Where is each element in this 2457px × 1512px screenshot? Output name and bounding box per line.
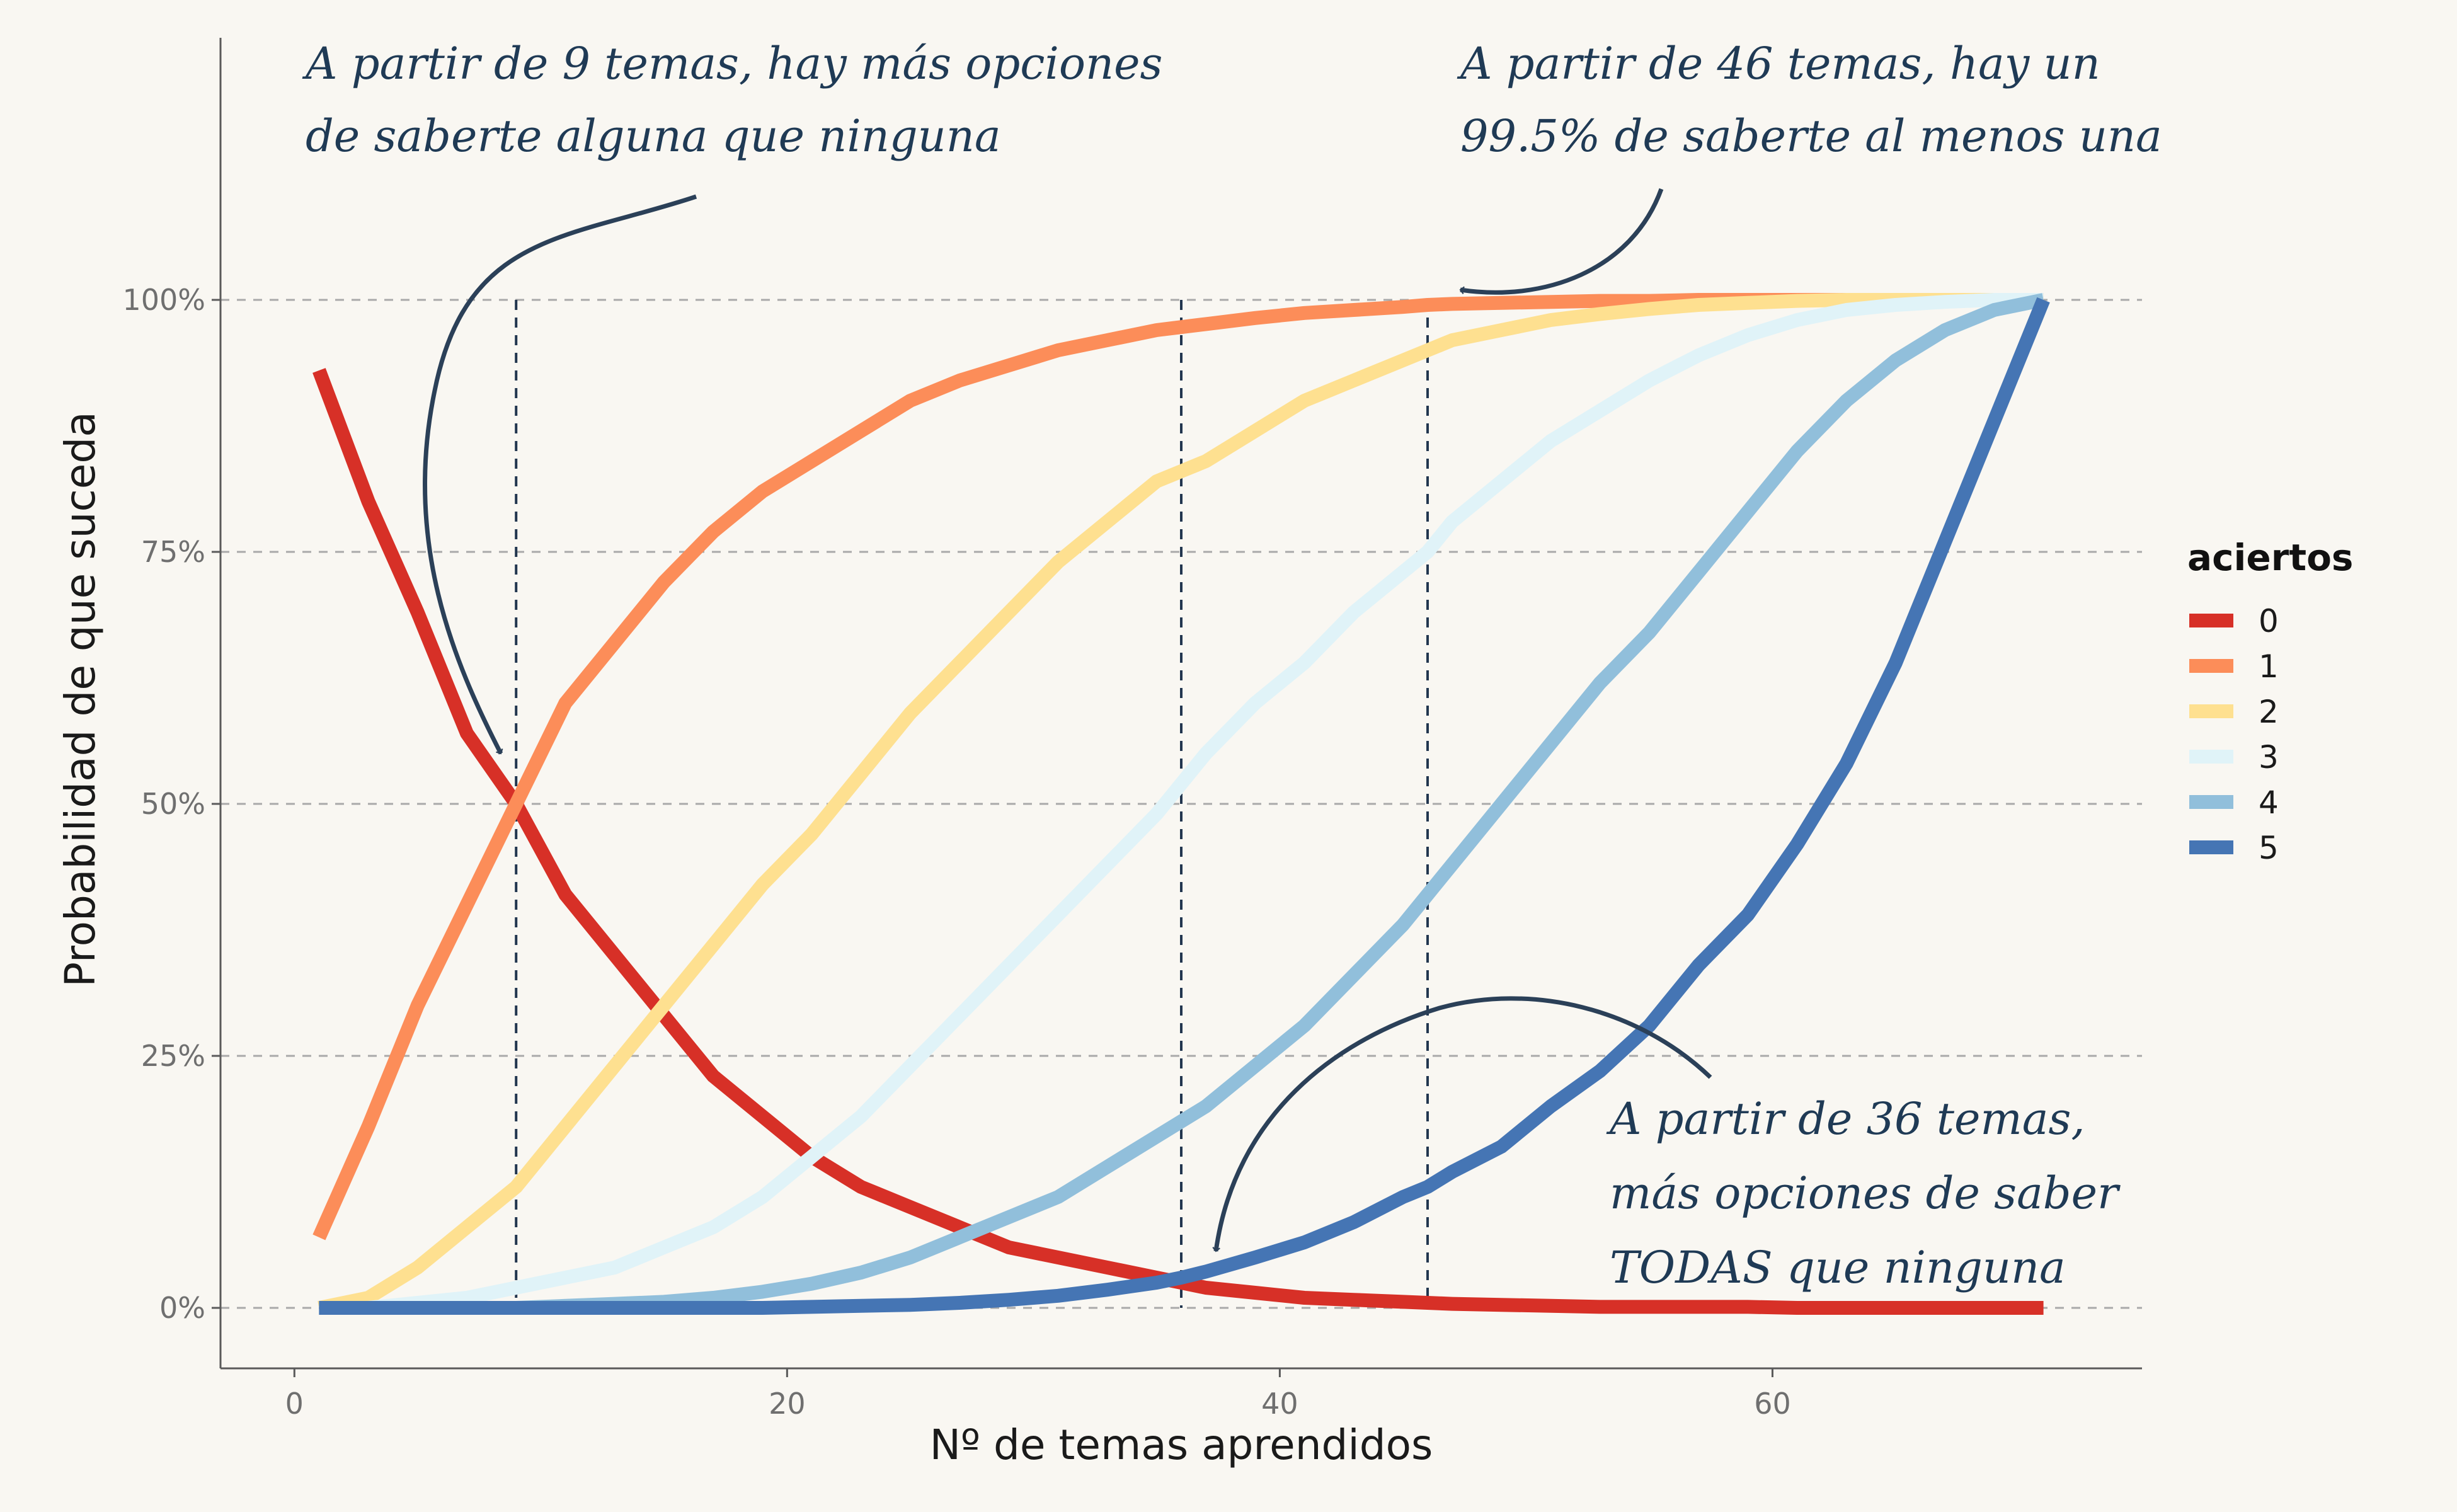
annotation-36-line-1: A partir de 36 temas, (1606, 1093, 2085, 1145)
legend-title: aciertos (2187, 536, 2353, 579)
annotation-9-line-2: de saberte alguna que ninguna (306, 110, 1001, 162)
y-axis-title: Probabilidad de que suceda (56, 411, 105, 987)
legend-label-4: 4 (2259, 784, 2279, 821)
annotation-9-arrow (423, 194, 697, 755)
legend-label-2: 2 (2259, 694, 2279, 730)
series-line-0 (312, 368, 2044, 1315)
x-tick-label: 60 (1754, 1387, 1791, 1421)
legend-label-0: 0 (2259, 603, 2279, 639)
annotation-46-line-2: 99.5% de saberte al menos una (1460, 110, 2162, 162)
annotation-36-line-3: TODAS que ninguna (1610, 1242, 2066, 1293)
annotation-36-arrow (1212, 996, 1712, 1252)
series-line-5 (319, 297, 2050, 1315)
annotation-46-temas: A partir de 46 temas, hay un 99.5% de sa… (1457, 38, 2162, 295)
annotation-36-temas: A partir de 36 temas, más opciones de sa… (1212, 996, 2121, 1293)
annotation-46-arrow (1459, 188, 1664, 295)
y-tick-label: 50% (141, 787, 205, 821)
legend-label-1: 1 (2259, 648, 2279, 685)
x-tick-label: 40 (1261, 1387, 1298, 1421)
legend: aciertos 0 1 2 3 4 5 (2187, 536, 2353, 866)
x-tick-label: 20 (769, 1387, 806, 1421)
series-line-2 (318, 293, 2044, 1315)
annotation-36-line-2: más opciones de saber (1610, 1167, 2121, 1219)
annotation-9-temas: A partir de 9 temas, hay más opciones de… (302, 38, 1162, 755)
x-axis-title: Nº de temas aprendidos (930, 1421, 1433, 1469)
x-tick-label: 0 (285, 1387, 304, 1421)
series-line-3 (319, 293, 2044, 1315)
x-axis-ticks: 0 20 40 60 (285, 1368, 1791, 1421)
series-layer (312, 293, 2050, 1315)
annotation-46-line-1: A partir de 46 temas, hay un (1457, 38, 2100, 89)
y-tick-label: 25% (141, 1039, 205, 1073)
legend-label-3: 3 (2259, 739, 2279, 776)
y-tick-label: 0% (159, 1291, 205, 1325)
y-axis-ticks: 0% 25% 50% 75% 100% (122, 283, 220, 1325)
y-tick-label: 100% (122, 283, 205, 317)
y-tick-label: 75% (141, 535, 205, 569)
annotation-9-line-1: A partir de 9 temas, hay más opciones (302, 38, 1162, 89)
legend-label-5: 5 (2259, 830, 2279, 866)
